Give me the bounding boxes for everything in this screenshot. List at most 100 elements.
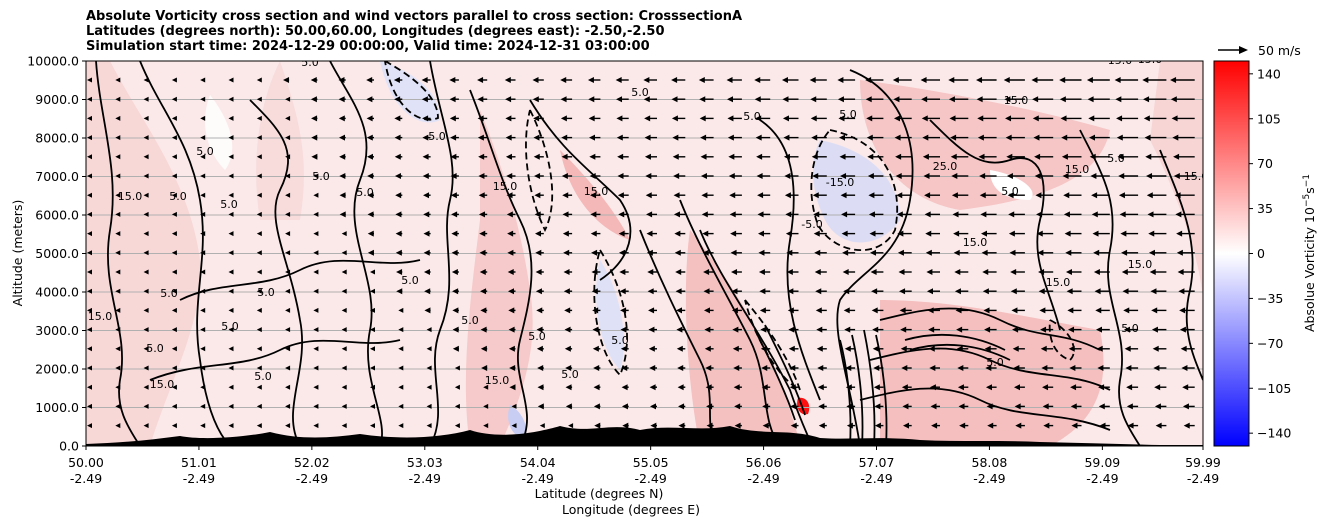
wind-arrow	[986, 403, 997, 410]
contour-line	[1079, 129, 1141, 446]
wind-arrow	[285, 307, 291, 313]
wind-arrow	[339, 153, 346, 160]
wind-arrow	[256, 365, 262, 371]
wind-arrow	[782, 115, 799, 122]
wind-arrow	[87, 365, 92, 371]
wind-arrow	[1068, 326, 1082, 333]
wind-arrow	[480, 307, 488, 314]
contour-label: 5.0	[169, 190, 187, 203]
wind-arrow	[228, 365, 234, 371]
wind-arrow	[341, 269, 347, 275]
wind-arrow	[200, 384, 206, 390]
wind-arrow	[894, 134, 912, 141]
wind-arrow	[948, 96, 969, 103]
y-axis-label: Altitude (meters)	[10, 200, 25, 307]
wind-arrow	[846, 403, 856, 410]
wind-arrow	[703, 307, 714, 314]
wind-arrow	[1123, 326, 1139, 333]
wind-arrow	[592, 307, 601, 314]
wind-arrow	[703, 288, 714, 295]
wind-arrow	[1043, 422, 1054, 429]
wind-arrow	[313, 327, 319, 333]
wind-arrow	[285, 423, 291, 429]
wind-arrow	[900, 326, 912, 333]
wind-arrow	[426, 384, 432, 390]
contour-label: 5.0	[743, 110, 761, 123]
wind-arrow	[901, 384, 912, 391]
wind-arrow	[87, 192, 92, 198]
contour-label: -15.0	[826, 176, 854, 189]
wind-arrow	[370, 288, 375, 294]
contour-line-dense	[863, 329, 876, 446]
wind-arrow	[1120, 230, 1139, 237]
wind-arrow	[560, 96, 573, 103]
wind-arrow	[621, 403, 629, 410]
wind-arrow	[701, 211, 714, 218]
wind-arrow	[1067, 307, 1082, 314]
wind-arrow	[313, 269, 319, 275]
wind-arrow	[532, 96, 544, 103]
wind-arrow	[200, 423, 206, 429]
x-tick-label-longitude: -2.49	[747, 471, 779, 486]
contour-label: 5.0	[301, 56, 319, 69]
wind-arrow	[143, 288, 149, 294]
wind-arrow	[341, 384, 347, 390]
wind-arrow	[618, 249, 629, 256]
wind-arrow	[644, 134, 657, 141]
wind-arrow	[285, 403, 291, 409]
wind-arrow	[867, 153, 884, 160]
wind-arrow	[731, 269, 742, 275]
wind-arrow	[953, 249, 969, 256]
colorbar-label-exp: −5	[1302, 194, 1312, 207]
wind-arrow	[171, 173, 177, 179]
wind-arrow	[1173, 173, 1195, 179]
wind-arrow	[588, 134, 601, 141]
wind-arrow	[810, 96, 827, 103]
vorticity-patch-positive-6	[880, 300, 1104, 446]
wind-arrow	[977, 115, 997, 122]
wind-arrow	[643, 96, 657, 103]
wind-arrow	[955, 307, 969, 314]
wind-arrow	[649, 384, 657, 391]
y-tick-label: 2000.0	[35, 362, 79, 377]
wind-arrow	[341, 307, 347, 313]
wind-arrow	[143, 307, 149, 313]
wind-arrow	[702, 249, 714, 256]
colorbar-label-unit-exp: −1	[1302, 174, 1312, 187]
wind-arrow	[1116, 134, 1139, 141]
wind-arrow	[981, 249, 997, 256]
wind-arrow	[143, 231, 149, 237]
wind-arrow	[338, 96, 346, 103]
wind-arrow	[341, 403, 347, 409]
colorbar: 140 105 70 35 0 −35 −70 −105 −140 Absolue Vortic…	[1213, 60, 1317, 447]
wind-arrow	[313, 288, 319, 294]
colorbar-tick-label: −35	[1257, 291, 1283, 306]
x-axis: 50.00-2.4951.01-2.4952.02-2.4953.03-2.49…	[68, 446, 1221, 486]
wind-arrow	[647, 269, 657, 275]
wind-arrow	[1005, 134, 1025, 141]
contour-line	[249, 99, 303, 446]
wind-arrow	[452, 345, 459, 352]
wind-arrow	[454, 403, 460, 409]
wind-arrow	[228, 173, 234, 179]
wind-arrow	[1151, 307, 1167, 314]
wind-arrow	[477, 77, 488, 83]
wind-arrow	[1148, 249, 1167, 256]
wind-arrow	[900, 345, 912, 352]
colorbar-ticks: 140 105 70 35 0 −35 −70 −105 −140	[1249, 66, 1291, 441]
x-tick-label-latitude: 57.07	[859, 455, 895, 470]
wind-arrow	[507, 249, 516, 256]
wind-arrow	[591, 249, 601, 256]
wind-arrow	[505, 96, 516, 103]
wind-arrow	[143, 77, 149, 83]
wind-arrow	[115, 403, 121, 409]
wind-arrow	[565, 384, 573, 391]
wind-arrow	[1093, 249, 1110, 256]
wind-arrow	[1061, 134, 1082, 141]
wind-arrow	[421, 77, 431, 83]
y-axis: 0.0 1000.0 2000.0 3000.0 4000.0 5000.0 6000.0 7…	[27, 54, 86, 454]
wind-arrow	[701, 192, 714, 199]
wind-arrow	[840, 192, 856, 199]
wind-arrow	[563, 249, 573, 256]
wind-arrow	[866, 134, 884, 141]
